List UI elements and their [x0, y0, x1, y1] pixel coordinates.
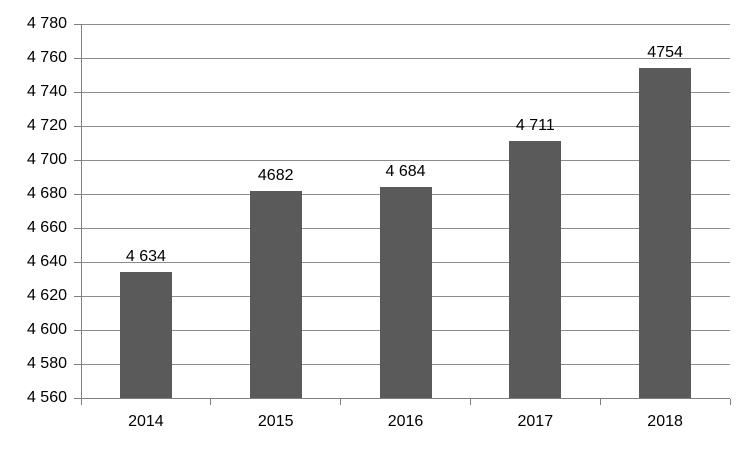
x-axis-line — [81, 397, 730, 399]
y-axis-tick — [74, 193, 81, 195]
gridline — [81, 57, 730, 59]
y-axis-tick — [74, 363, 81, 365]
bar-value-label: 4 634 — [125, 248, 166, 266]
y-axis-tick-label: 4 700 — [26, 151, 67, 168]
bar-value-label: 4754 — [647, 44, 683, 62]
gridline — [81, 23, 730, 25]
x-axis-tick — [80, 399, 82, 405]
y-axis-tick — [74, 91, 81, 93]
x-axis-tick — [340, 399, 342, 405]
y-axis-tick — [74, 57, 81, 59]
bar-2015 — [249, 190, 302, 398]
x-axis-tick-label: 2014 — [128, 413, 164, 430]
bar-value-label: 4 684 — [385, 163, 426, 181]
bar-value-label: 4682 — [257, 166, 294, 184]
y-axis-tick — [74, 23, 81, 25]
y-axis-tick-label: 4 760 — [26, 49, 67, 66]
gridline — [81, 159, 730, 161]
bar-2017 — [509, 141, 562, 398]
x-axis-tick — [729, 399, 731, 405]
bar-2016 — [379, 187, 432, 398]
x-axis-tick-label: 2015 — [257, 413, 294, 430]
y-axis-line — [80, 24, 82, 398]
y-axis-tick-label: 4 640 — [26, 253, 67, 270]
x-axis-tick-label: 2016 — [387, 413, 424, 430]
y-axis-tick — [74, 125, 81, 127]
y-axis-tick-label: 4 620 — [26, 287, 67, 304]
x-axis-tick — [469, 399, 471, 405]
x-axis-tick — [599, 399, 601, 405]
y-axis-tick-label: 4 780 — [26, 15, 67, 32]
bar-2014 — [119, 272, 172, 398]
bar-2018 — [639, 68, 692, 398]
y-axis-tick-label: 4 720 — [26, 117, 67, 134]
x-axis-tick — [210, 399, 212, 405]
y-axis-tick-label: 4 580 — [26, 355, 67, 372]
bar-value-label: 4 711 — [515, 117, 555, 135]
y-axis-tick — [74, 159, 81, 161]
y-axis-tick-label: 4 680 — [26, 185, 67, 202]
y-axis-tick — [74, 329, 81, 331]
y-axis-tick-label: 4 560 — [26, 389, 67, 406]
gridline — [81, 125, 730, 127]
y-axis-tick — [74, 227, 81, 229]
y-axis-tick — [74, 397, 81, 399]
x-axis-tick-label: 2017 — [517, 413, 554, 430]
x-axis-tick-label: 2018 — [647, 413, 683, 430]
y-axis-tick-label: 4 660 — [26, 219, 67, 236]
y-axis-tick — [74, 261, 81, 263]
gridline — [81, 91, 730, 93]
y-axis-tick — [74, 295, 81, 297]
y-axis-tick-label: 4 600 — [26, 321, 67, 338]
y-axis-tick-label: 4 740 — [26, 83, 67, 100]
